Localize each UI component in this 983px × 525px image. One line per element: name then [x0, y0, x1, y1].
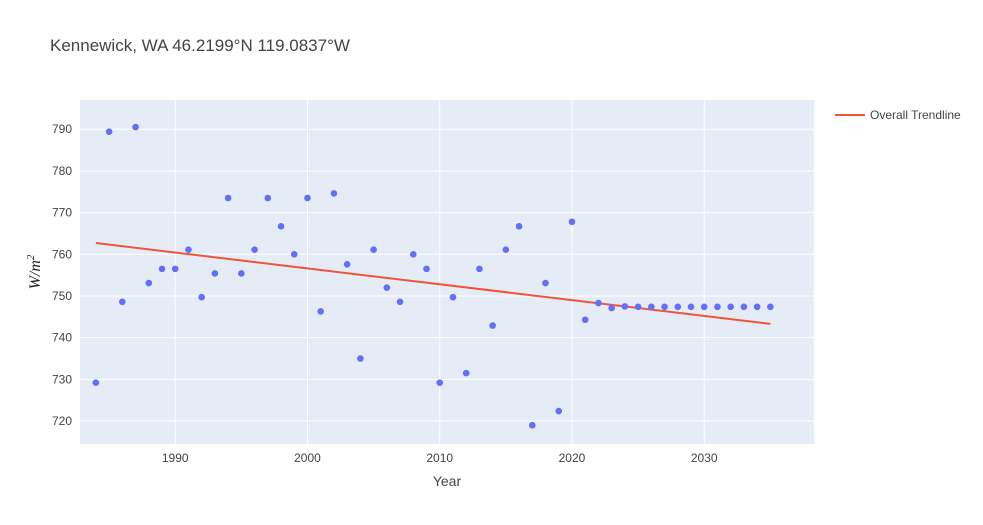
data-point[interactable]: [476, 265, 483, 273]
y-axis-label: W/m2: [25, 254, 44, 289]
data-point[interactable]: [158, 265, 166, 273]
data-point[interactable]: [224, 194, 232, 202]
x-tick-label: 2010: [426, 451, 453, 465]
data-point[interactable]: [357, 355, 364, 362]
x-axis-ticks: 1990 2000 2010 2020 2030: [162, 451, 718, 465]
data-point[interactable]: [396, 298, 404, 306]
legend-label-trendline[interactable]: Overall Trendline: [870, 108, 961, 122]
data-point[interactable]: [290, 250, 298, 258]
y-tick-label: 770: [52, 206, 72, 220]
data-point[interactable]: [648, 303, 655, 311]
data-point[interactable]: [105, 128, 113, 135]
data-point[interactable]: [277, 223, 285, 230]
x-tick-label: 2030: [691, 451, 718, 465]
data-point[interactable]: [515, 223, 523, 230]
data-point[interactable]: [714, 303, 721, 311]
data-point[interactable]: [251, 246, 258, 253]
data-point[interactable]: [383, 284, 391, 291]
data-point[interactable]: [462, 369, 470, 377]
y-tick-label: 740: [52, 331, 72, 345]
data-point[interactable]: [238, 270, 245, 277]
data-point[interactable]: [529, 421, 536, 429]
y-axis-ticks: 720 730 740 750 760 770 780 790: [52, 122, 72, 428]
data-point[interactable]: [674, 303, 682, 311]
data-point[interactable]: [727, 303, 734, 311]
data-point[interactable]: [740, 303, 748, 311]
data-point[interactable]: [92, 379, 100, 387]
data-point[interactable]: [634, 303, 642, 311]
data-point[interactable]: [317, 308, 324, 315]
data-point[interactable]: [171, 265, 179, 273]
data-point[interactable]: [767, 303, 774, 311]
data-point[interactable]: [409, 250, 417, 258]
y-tick-label: 730: [52, 372, 72, 386]
trendline-layer: [95, 242, 771, 325]
y-tick-label: 780: [52, 164, 72, 178]
data-point[interactable]: [542, 279, 549, 287]
data-point[interactable]: [753, 303, 761, 311]
data-point[interactable]: [132, 123, 139, 131]
y-tick-label: 760: [52, 247, 72, 261]
plot-area: [80, 100, 814, 444]
y-tick-label: 790: [52, 122, 72, 136]
data-point[interactable]: [621, 303, 629, 310]
data-point[interactable]: [211, 270, 219, 277]
y-tick-label: 720: [52, 414, 72, 428]
data-point[interactable]: [449, 293, 457, 301]
data-point[interactable]: [145, 279, 153, 287]
y-axis-label-exponent: 2: [25, 254, 37, 260]
data-point[interactable]: [423, 265, 430, 273]
y-tick-label: 750: [52, 289, 72, 303]
x-tick-label: 1990: [162, 451, 189, 465]
legend: Overall Trendline: [835, 108, 961, 122]
data-point[interactable]: [185, 246, 192, 253]
data-point[interactable]: [661, 303, 668, 311]
data-point[interactable]: [343, 260, 351, 268]
data-point[interactable]: [608, 304, 615, 312]
data-point[interactable]: [687, 303, 695, 311]
data-point[interactable]: [198, 293, 205, 301]
chart-title: Kennewick, WA 46.2199°N 119.0837°W: [50, 36, 350, 55]
data-point[interactable]: [581, 316, 589, 324]
data-point[interactable]: [489, 322, 496, 329]
data-point[interactable]: [595, 299, 602, 307]
x-axis-label: Year: [433, 473, 462, 489]
data-point[interactable]: [304, 194, 311, 202]
data-point[interactable]: [502, 246, 510, 253]
y-axis-label-base: W/m: [27, 260, 44, 289]
data-point[interactable]: [370, 246, 377, 253]
data-point[interactable]: [700, 303, 708, 311]
data-point[interactable]: [568, 218, 576, 226]
scatter-points: [92, 123, 774, 429]
data-point[interactable]: [119, 298, 126, 306]
data-point[interactable]: [555, 407, 563, 415]
data-point[interactable]: [436, 379, 444, 387]
trendline[interactable]: [95, 242, 771, 325]
x-tick-label: 2000: [294, 451, 321, 465]
data-point[interactable]: [330, 190, 338, 197]
x-tick-label: 2020: [559, 451, 586, 465]
data-point[interactable]: [264, 194, 272, 202]
